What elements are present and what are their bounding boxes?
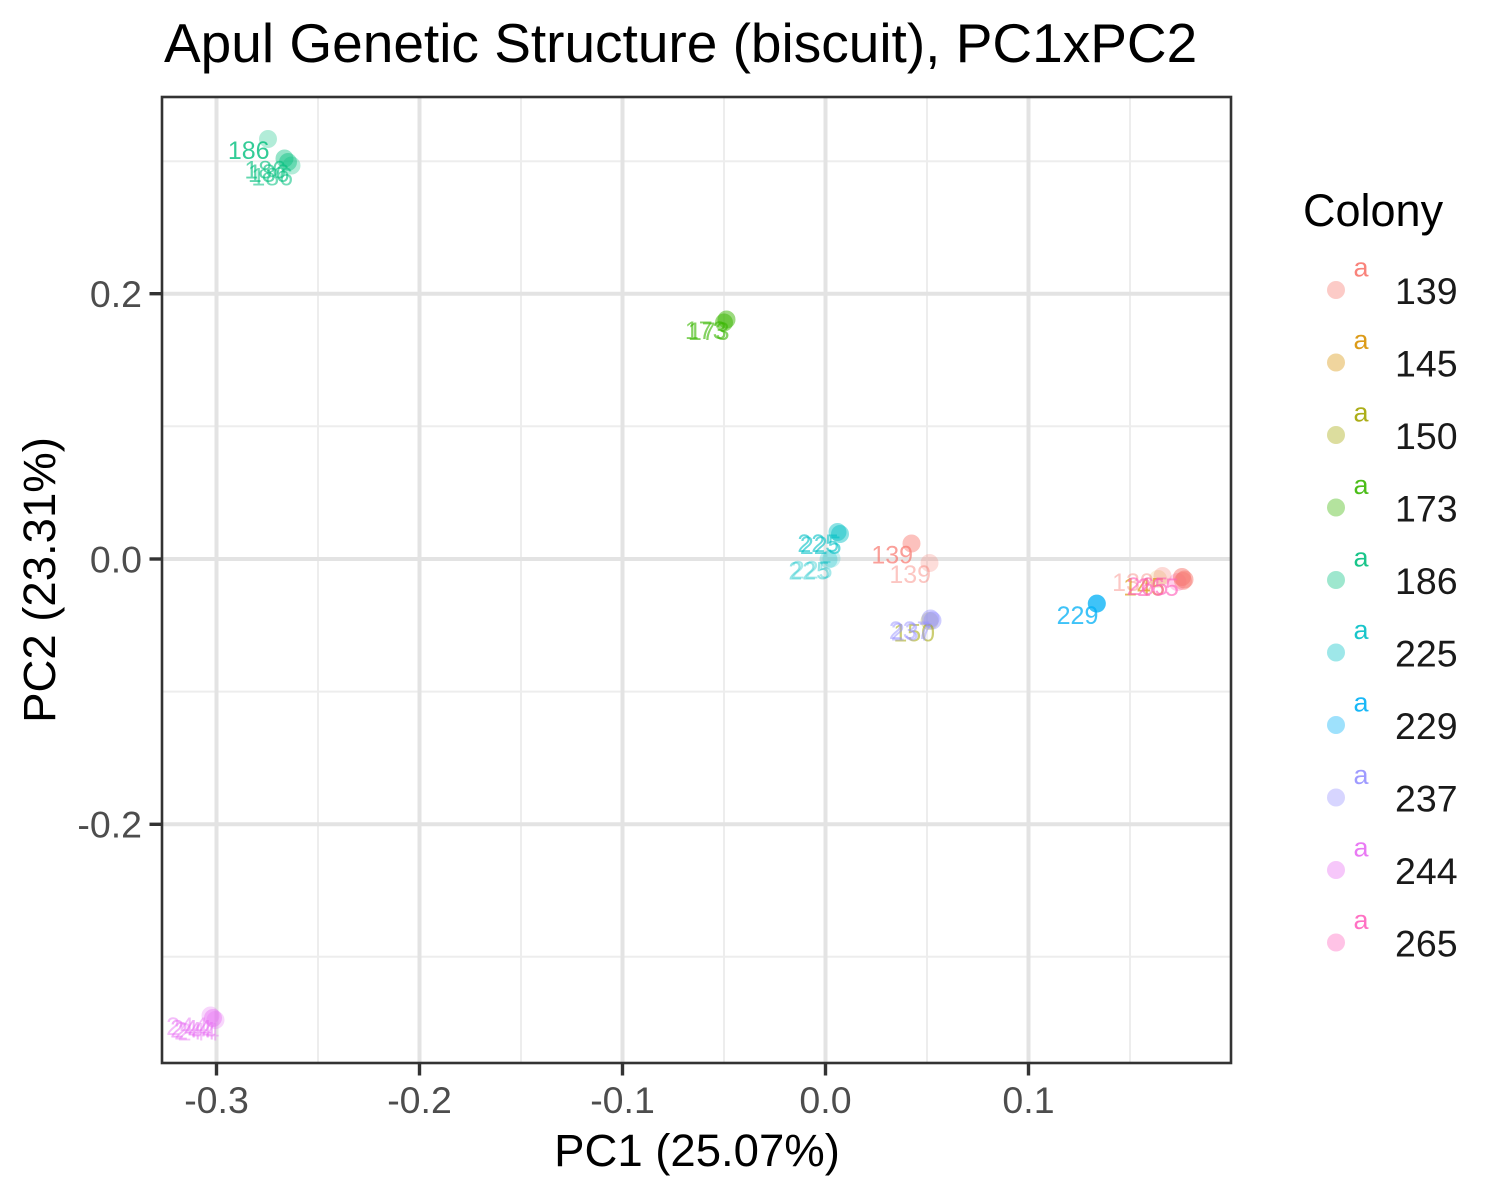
svg-text:139: 139 bbox=[1395, 270, 1458, 312]
svg-text:186: 186 bbox=[248, 160, 290, 188]
svg-text:186: 186 bbox=[228, 137, 270, 165]
svg-text:173: 173 bbox=[1395, 488, 1458, 530]
svg-text:a: a bbox=[1353, 905, 1369, 935]
svg-text:186: 186 bbox=[251, 164, 293, 192]
svg-text:Apul Genetic Structure (biscui: Apul Genetic Structure (biscuit), PC1xPC… bbox=[164, 12, 1197, 74]
svg-text:a: a bbox=[1353, 760, 1369, 790]
svg-text:265: 265 bbox=[1137, 574, 1179, 602]
svg-text:a: a bbox=[1353, 253, 1369, 283]
svg-text:Colony: Colony bbox=[1303, 185, 1444, 236]
svg-text:229: 229 bbox=[1395, 705, 1458, 747]
svg-text:229: 229 bbox=[1057, 602, 1099, 630]
svg-text:186: 186 bbox=[244, 157, 286, 185]
svg-text:173: 173 bbox=[685, 317, 727, 345]
svg-text:244: 244 bbox=[178, 1019, 220, 1047]
svg-text:225: 225 bbox=[788, 558, 830, 586]
svg-text:237: 237 bbox=[891, 619, 933, 647]
svg-text:0.0: 0.0 bbox=[90, 538, 142, 580]
svg-text:244: 244 bbox=[1395, 850, 1458, 892]
svg-text:237: 237 bbox=[889, 617, 931, 645]
svg-text:150: 150 bbox=[1395, 415, 1458, 457]
svg-text:PC2 (23.31%): PC2 (23.31%) bbox=[14, 437, 65, 723]
svg-text:244: 244 bbox=[170, 1016, 212, 1044]
svg-text:186: 186 bbox=[1395, 560, 1458, 602]
svg-text:-0.2: -0.2 bbox=[387, 1079, 452, 1121]
svg-text:225: 225 bbox=[791, 557, 833, 585]
svg-text:265: 265 bbox=[1127, 573, 1169, 601]
svg-text:-0.2: -0.2 bbox=[77, 804, 142, 846]
svg-text:244: 244 bbox=[166, 1013, 208, 1041]
svg-text:-0.3: -0.3 bbox=[184, 1079, 249, 1121]
svg-text:a: a bbox=[1353, 543, 1369, 573]
svg-text:173: 173 bbox=[688, 318, 730, 346]
svg-text:a: a bbox=[1353, 470, 1369, 500]
svg-text:150: 150 bbox=[893, 620, 935, 648]
svg-text:139: 139 bbox=[1112, 569, 1154, 597]
svg-text:0.0: 0.0 bbox=[799, 1079, 851, 1121]
svg-text:a: a bbox=[1353, 833, 1369, 863]
svg-text:a: a bbox=[1353, 688, 1369, 718]
svg-text:225: 225 bbox=[800, 532, 842, 560]
svg-text:139: 139 bbox=[871, 542, 913, 570]
svg-text:-0.1: -0.1 bbox=[590, 1079, 655, 1121]
svg-text:145: 145 bbox=[1395, 343, 1458, 385]
svg-text:145: 145 bbox=[1123, 574, 1165, 602]
svg-text:a: a bbox=[1353, 325, 1369, 355]
svg-text:225: 225 bbox=[1395, 633, 1458, 675]
svg-text:0.2: 0.2 bbox=[90, 273, 142, 315]
svg-text:225: 225 bbox=[797, 530, 839, 558]
svg-text:a: a bbox=[1353, 615, 1369, 645]
svg-text:a: a bbox=[1353, 398, 1369, 428]
svg-text:PC1 (25.07%): PC1 (25.07%) bbox=[554, 1125, 840, 1176]
svg-text:265: 265 bbox=[1395, 923, 1458, 965]
svg-text:244: 244 bbox=[174, 1018, 216, 1046]
svg-text:139: 139 bbox=[889, 561, 931, 589]
svg-text:229: 229 bbox=[1057, 602, 1099, 630]
svg-text:0.1: 0.1 bbox=[1002, 1079, 1054, 1121]
svg-text:237: 237 bbox=[1395, 778, 1458, 820]
